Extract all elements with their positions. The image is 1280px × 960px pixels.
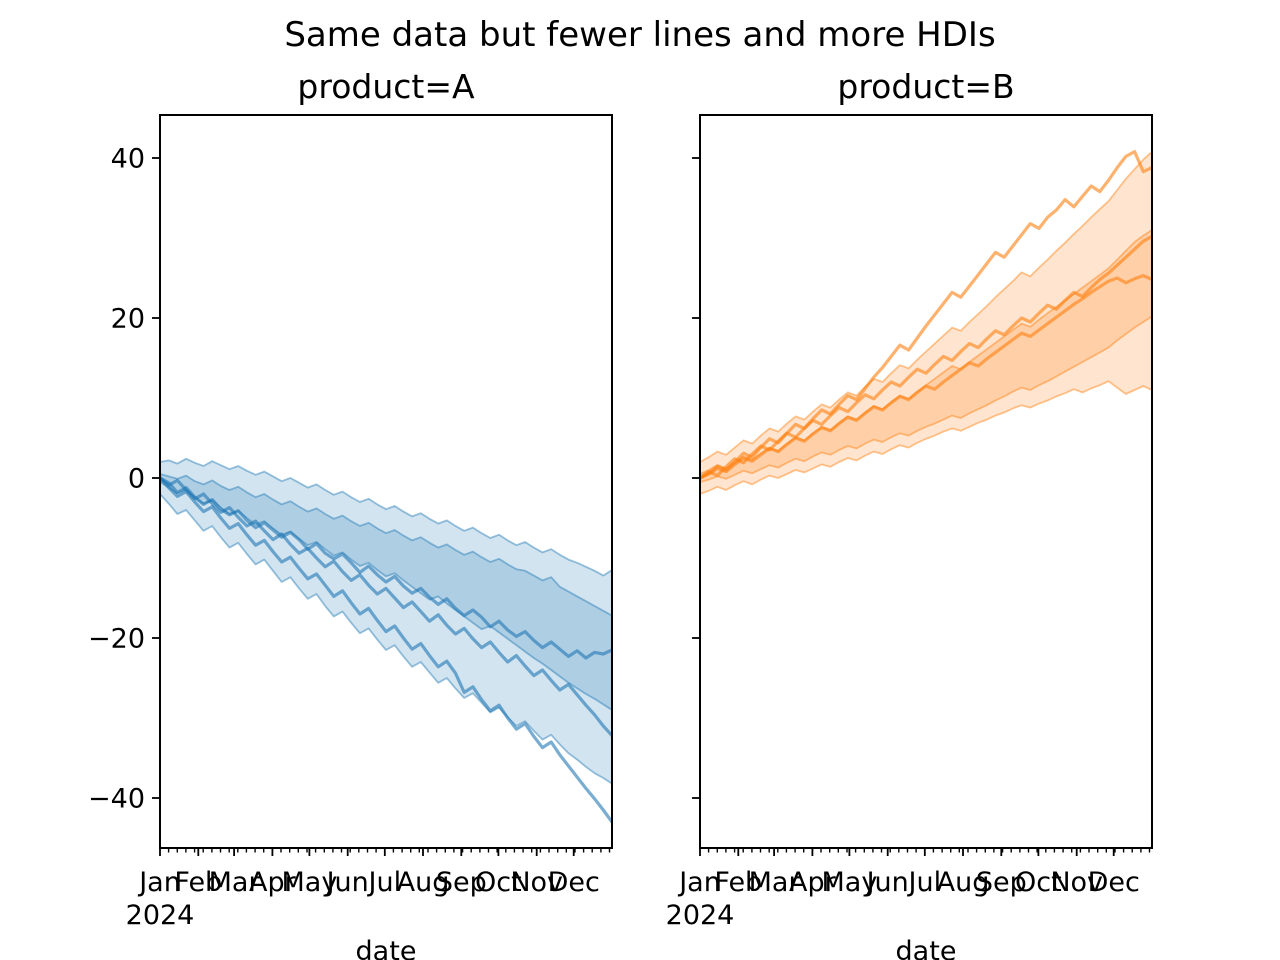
x-tick-label-oct: Oct (1015, 867, 1062, 898)
sample-line-1 (700, 234, 1152, 480)
x-tick-label-may: May (281, 867, 337, 898)
x-tick-label-may: May (821, 867, 877, 898)
x-axis-year-label-a: 2024 (126, 900, 195, 931)
x-tick-label-aug: Aug (937, 867, 990, 898)
subplot-title-product-b: product=B (837, 67, 1014, 106)
y-tick-label: −20 (88, 624, 145, 655)
x-tick-label-feb: Feb (174, 867, 222, 898)
plot-data-layer (700, 150, 1152, 495)
x-tick-label-jun: Jun (325, 867, 369, 898)
plot-data-layer (160, 457, 612, 824)
axes-spines (699, 114, 1153, 849)
x-tick-label-nov: Nov (1050, 867, 1103, 898)
x-tick-label-dec: Dec (548, 867, 600, 898)
x-tick-label-dec: Dec (1088, 867, 1140, 898)
x-axis-year-label-b: 2024 (666, 900, 735, 931)
x-tick-label-apr: Apr (789, 867, 837, 898)
axes-spines (159, 114, 613, 849)
x-tick-label-jan: Jan (137, 867, 181, 898)
x-tick-label-aug: Aug (397, 867, 450, 898)
x-axis-label-a: date (356, 936, 417, 960)
x-tick-label-sep: Sep (436, 867, 487, 898)
x-tick-label-oct: Oct (475, 867, 522, 898)
y-tick-label: −40 (88, 784, 145, 815)
sample-line-3 (700, 150, 1152, 480)
x-tick-label-nov: Nov (510, 867, 563, 898)
x-tick-label-jan: Jan (677, 867, 721, 898)
x-tick-label-sep: Sep (976, 867, 1027, 898)
x-tick-label-apr: Apr (249, 867, 297, 898)
sample-line-2 (160, 476, 612, 738)
x-axis-label-b: date (896, 936, 957, 960)
sample-line-3 (160, 476, 612, 824)
x-tick-label-jul: Jul (367, 867, 402, 898)
y-tick-label: 20 (111, 304, 145, 335)
x-tick-label-jun: Jun (865, 867, 909, 898)
figure-title: Same data but fewer lines and more HDIs (284, 15, 995, 55)
subplot-title-product-a: product=A (297, 67, 475, 106)
y-tick-label: 40 (111, 144, 145, 175)
x-tick-label-jul: Jul (907, 867, 942, 898)
y-tick-label: 0 (128, 464, 145, 495)
x-tick-label-mar: Mar (749, 867, 801, 898)
x-tick-label-mar: Mar (209, 867, 261, 898)
sample-line-2 (700, 274, 1152, 480)
x-tick-label-feb: Feb (714, 867, 762, 898)
